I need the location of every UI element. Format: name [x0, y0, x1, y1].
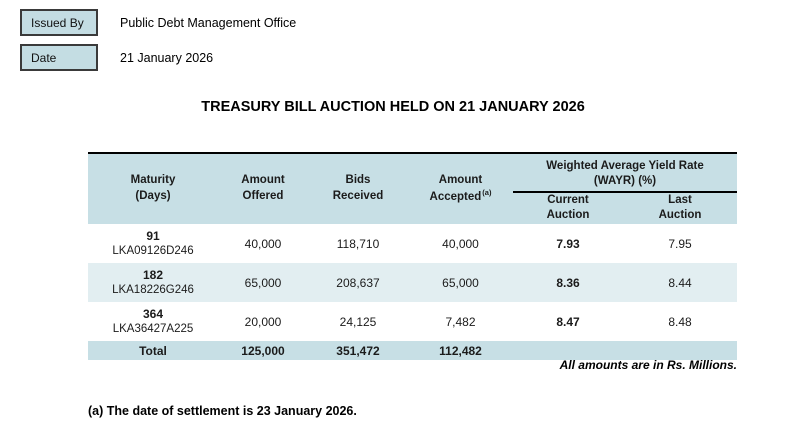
- amount-offered: 20,000: [244, 314, 282, 329]
- table-total-row: Total 125,000 351,472 112,482: [88, 341, 737, 360]
- header-amount-offered: Amount Offered: [241, 174, 285, 202]
- issued-by-row: Issued By Public Debt Management Office: [20, 9, 296, 36]
- amount-offered: 40,000: [244, 236, 282, 251]
- header-current-auction: Current Auction: [546, 193, 590, 222]
- header-last-auction: Last Auction: [658, 193, 702, 222]
- wayr-last: 7.95: [668, 236, 692, 251]
- auction-table: Maturity (Days) Amount Offered Bids Rece…: [88, 152, 737, 360]
- isin-code: LKA18226G246: [112, 283, 194, 296]
- bids-received: 24,125: [339, 314, 377, 329]
- table-row-182: 182 LKA18226G246 65,000 208,637 65,000 8…: [88, 263, 737, 302]
- issued-by-label: Issued By: [31, 15, 84, 30]
- issued-by-value: Public Debt Management Office: [120, 15, 297, 30]
- table-row-364: 364 LKA36427A225 20,000 24,125 7,482 8.4…: [88, 302, 737, 341]
- header-maturity: Maturity (Days): [130, 174, 176, 202]
- footnote-marker: (a): [482, 188, 492, 198]
- maturity-days: 91: [146, 228, 160, 243]
- maturity-days: 364: [142, 306, 164, 321]
- date-box: Date: [20, 44, 98, 71]
- wayr-current: 8.36: [556, 275, 580, 290]
- amount-accepted: 40,000: [442, 236, 479, 251]
- wayr-current: 8.47: [556, 314, 580, 329]
- header-wayr-title: Weighted Average Yield Rate (WAYR) (%): [513, 154, 737, 193]
- amounts-unit-note: All amounts are in Rs. Millions.: [559, 358, 737, 372]
- wayr-last: 8.44: [668, 275, 692, 290]
- amount-accepted: 65,000: [442, 275, 479, 290]
- table-header: Maturity (Days) Amount Offered Bids Rece…: [88, 152, 737, 224]
- bids-received: 208,637: [336, 275, 380, 290]
- isin-code: LKA09126D246: [112, 244, 194, 257]
- wayr-current: 7.93: [556, 236, 580, 251]
- table-row-91: 91 LKA09126D246 40,000 118,710 40,000 7.…: [88, 224, 737, 263]
- header-wayr-group: Weighted Average Yield Rate (WAYR) (%) C…: [513, 154, 737, 224]
- date-label: Date: [31, 50, 57, 65]
- maturity-days: 182: [142, 267, 164, 282]
- document-meta: Issued By Public Debt Management Office …: [20, 9, 296, 79]
- wayr-last: 8.48: [668, 314, 692, 329]
- amount-accepted: 7,482: [445, 314, 476, 329]
- isin-code: LKA36427A225: [112, 322, 194, 335]
- amount-offered: 65,000: [244, 275, 282, 290]
- total-accepted: 112,482: [439, 343, 482, 358]
- bids-received: 118,710: [336, 236, 380, 251]
- header-amount-accepted: Amount Accepted(a): [429, 173, 492, 203]
- date-value: 21 January 2026: [120, 50, 214, 65]
- settlement-footnote: (a) The date of settlement is 23 January…: [88, 404, 357, 418]
- header-bids-received: Bids Received: [332, 174, 384, 202]
- date-row: Date 21 January 2026: [20, 44, 296, 71]
- total-offered: 125,000: [241, 343, 285, 358]
- page-title: TREASURY BILL AUCTION HELD ON 21 JANUARY…: [201, 99, 585, 115]
- issued-by-box: Issued By: [20, 9, 98, 36]
- total-bids: 351,472: [336, 343, 380, 358]
- total-label: Total: [139, 343, 167, 358]
